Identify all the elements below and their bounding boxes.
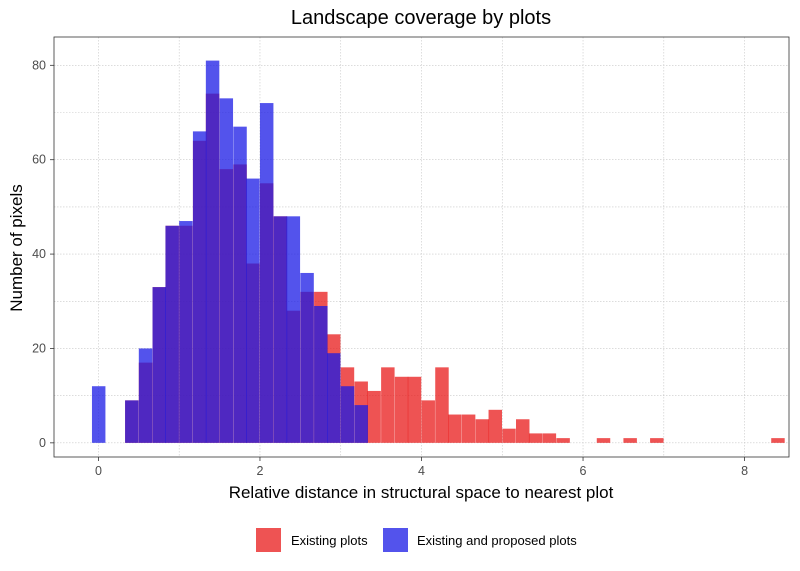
x-tick-label: 8 bbox=[741, 464, 748, 478]
chart-title: Landscape coverage by plots bbox=[291, 7, 551, 29]
histogram-bar bbox=[165, 225, 179, 443]
histogram-bar bbox=[340, 386, 355, 443]
histogram-bar bbox=[354, 405, 368, 443]
histogram-bar bbox=[179, 221, 193, 443]
x-tick-label: 0 bbox=[95, 464, 102, 478]
histogram-bar bbox=[138, 348, 153, 443]
x-axis-title: Relative distance in structural space to… bbox=[229, 483, 614, 502]
histogram-bar bbox=[502, 428, 516, 443]
histogram-bar bbox=[516, 419, 530, 443]
histogram-bar bbox=[556, 438, 570, 443]
histogram-bar bbox=[300, 272, 314, 443]
histogram-bar bbox=[596, 438, 611, 443]
y-tick-label: 0 bbox=[39, 436, 46, 450]
histogram-bar bbox=[381, 367, 395, 443]
y-tick-label: 40 bbox=[32, 247, 46, 261]
histogram-bar bbox=[286, 216, 301, 443]
histogram-bar bbox=[205, 60, 220, 443]
histogram-bar bbox=[771, 438, 785, 443]
histogram-bar bbox=[246, 178, 260, 443]
y-tick-label: 80 bbox=[32, 58, 46, 72]
series-existing-and-proposed-plots bbox=[91, 60, 368, 443]
histogram-bar bbox=[623, 438, 637, 443]
histogram-bar bbox=[367, 390, 381, 443]
histogram-bar bbox=[475, 419, 490, 443]
histogram-bar bbox=[273, 216, 288, 443]
histogram-bar bbox=[152, 287, 167, 443]
histogram-bar bbox=[192, 131, 207, 443]
histogram-bar bbox=[528, 433, 543, 443]
x-tick-label: 4 bbox=[418, 464, 425, 478]
histogram-bar bbox=[488, 409, 503, 443]
histogram-bar bbox=[435, 367, 449, 443]
histogram-bar bbox=[407, 376, 422, 443]
histogram-bar bbox=[327, 353, 341, 443]
x-tick-label: 2 bbox=[256, 464, 263, 478]
legend: Existing plots Existing and proposed plo… bbox=[256, 528, 577, 552]
histogram-bar bbox=[394, 376, 409, 443]
histogram-bar bbox=[233, 126, 247, 443]
y-tick-label: 20 bbox=[32, 341, 46, 355]
histogram-bar bbox=[542, 433, 557, 443]
histogram-bar bbox=[91, 386, 106, 443]
x-tick-label: 6 bbox=[580, 464, 587, 478]
legend-key-existing-plots bbox=[256, 528, 281, 552]
legend-label-existing-and-proposed-plots: Existing and proposed plots bbox=[417, 533, 577, 548]
histogram-bar bbox=[314, 305, 328, 443]
histogram-bar bbox=[448, 414, 462, 443]
legend-key-existing-and-proposed-plots bbox=[383, 528, 408, 552]
histogram-bar bbox=[219, 98, 234, 443]
grid-lines bbox=[54, 37, 789, 457]
histogram-bar bbox=[259, 103, 274, 443]
legend-label-existing-plots: Existing plots bbox=[291, 533, 368, 548]
histogram-bar bbox=[421, 400, 435, 443]
y-tick-label: 60 bbox=[32, 153, 46, 167]
y-axis-title: Number of pixels bbox=[7, 184, 26, 312]
histogram-bar bbox=[461, 414, 476, 443]
histogram-bar bbox=[125, 400, 139, 443]
histogram-bar bbox=[650, 438, 664, 443]
